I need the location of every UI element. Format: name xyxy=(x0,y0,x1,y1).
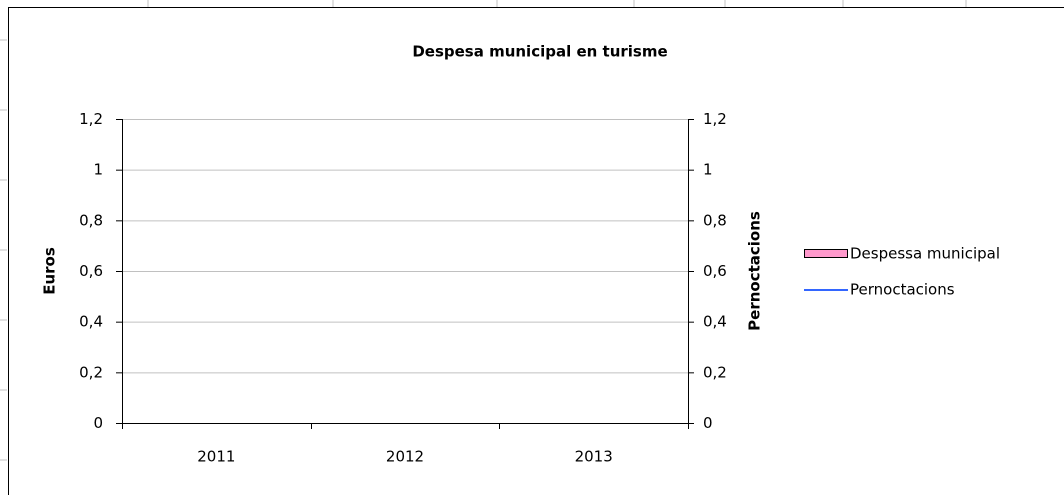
sheet-grid xyxy=(0,0,967,461)
y2-tick-label: 1,2 xyxy=(703,110,727,128)
y2-tick-label: 0 xyxy=(703,414,713,432)
legend-label: Pernoctacions xyxy=(850,281,955,299)
y2-tick-label: 0,8 xyxy=(703,211,727,229)
x-tick-label: 2011 xyxy=(197,448,235,466)
y-axis-title: Euros xyxy=(41,247,59,295)
y2-tick-label: 0,6 xyxy=(703,262,727,280)
x-tick-label: 2012 xyxy=(386,448,424,466)
legend-label: Despessa municipal xyxy=(850,245,1000,263)
y2-axis-title: Pernoctacions xyxy=(746,211,764,331)
y2-tick-label: 0,2 xyxy=(703,363,727,381)
y-tick-label: 1 xyxy=(93,161,103,179)
y-tick-label: 1,2 xyxy=(79,110,103,128)
y2-tick-label: 0,4 xyxy=(703,313,727,331)
y-tick-label: 0,2 xyxy=(79,363,103,381)
x-tick-label: 2013 xyxy=(575,448,613,466)
y2-tick-label: 1 xyxy=(703,161,713,179)
legend-swatch xyxy=(804,249,848,258)
y-tick-label: 0 xyxy=(93,414,103,432)
chart-area xyxy=(8,7,1064,495)
chart-title: Despesa municipal en turisme xyxy=(412,43,667,61)
y-tick-label: 0,8 xyxy=(79,211,103,229)
y-tick-label: 0,6 xyxy=(79,262,103,280)
y-tick-label: 0,4 xyxy=(79,313,103,331)
